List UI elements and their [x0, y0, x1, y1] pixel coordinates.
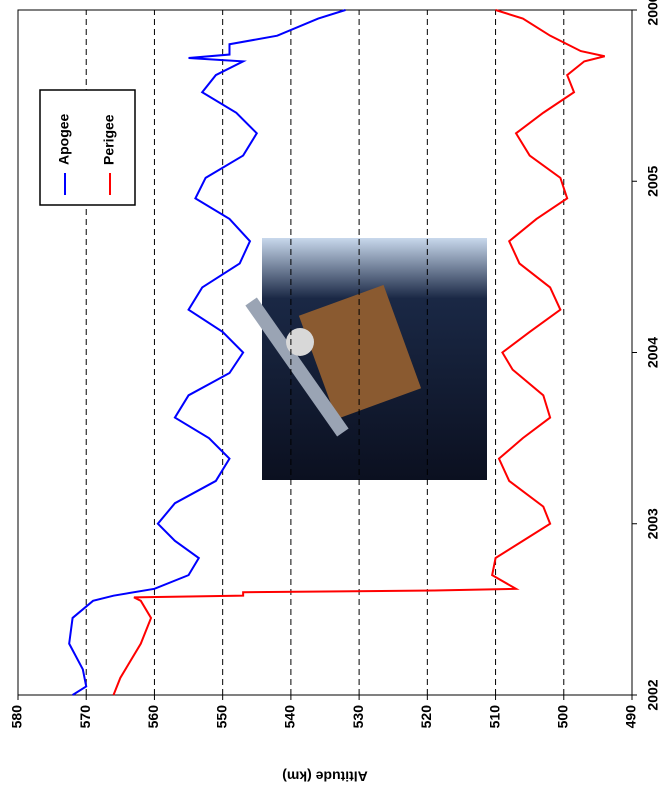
y-tick-label: 540: [282, 705, 298, 729]
x-tick-label: 2005: [645, 165, 661, 196]
y-tick-label: 520: [418, 705, 434, 729]
satellite-photo: [245, 238, 487, 480]
x-tick-label: 2003: [645, 508, 661, 539]
x-tick-label: 2004: [645, 337, 661, 368]
legend-label: Apogee: [56, 113, 72, 165]
y-tick-label: 580: [9, 705, 25, 729]
y-tick-label: 500: [554, 705, 570, 729]
y-tick-label: 530: [350, 705, 366, 729]
legend-label: Perigee: [101, 114, 117, 165]
x-tick-label: 2006: [645, 0, 661, 26]
antenna: [286, 328, 314, 356]
y-tick-label: 560: [145, 705, 161, 729]
y-tick-label: 550: [213, 705, 229, 729]
chart: Altitude (km) 490 500 510 520 530 540 550 560 57…: [0, 0, 672, 807]
rotated-chart: Altitude (km) 490 500 510 520 530 540 550 560 57…: [9, 0, 661, 784]
y-tick-label: 570: [77, 705, 93, 729]
legend-box: [40, 90, 135, 205]
y-tick-label: 510: [486, 705, 502, 729]
y-axis-title: Altitude (km): [282, 768, 368, 784]
y-tick-label: 490: [623, 705, 639, 729]
x-tick-label: 2002: [645, 679, 661, 710]
